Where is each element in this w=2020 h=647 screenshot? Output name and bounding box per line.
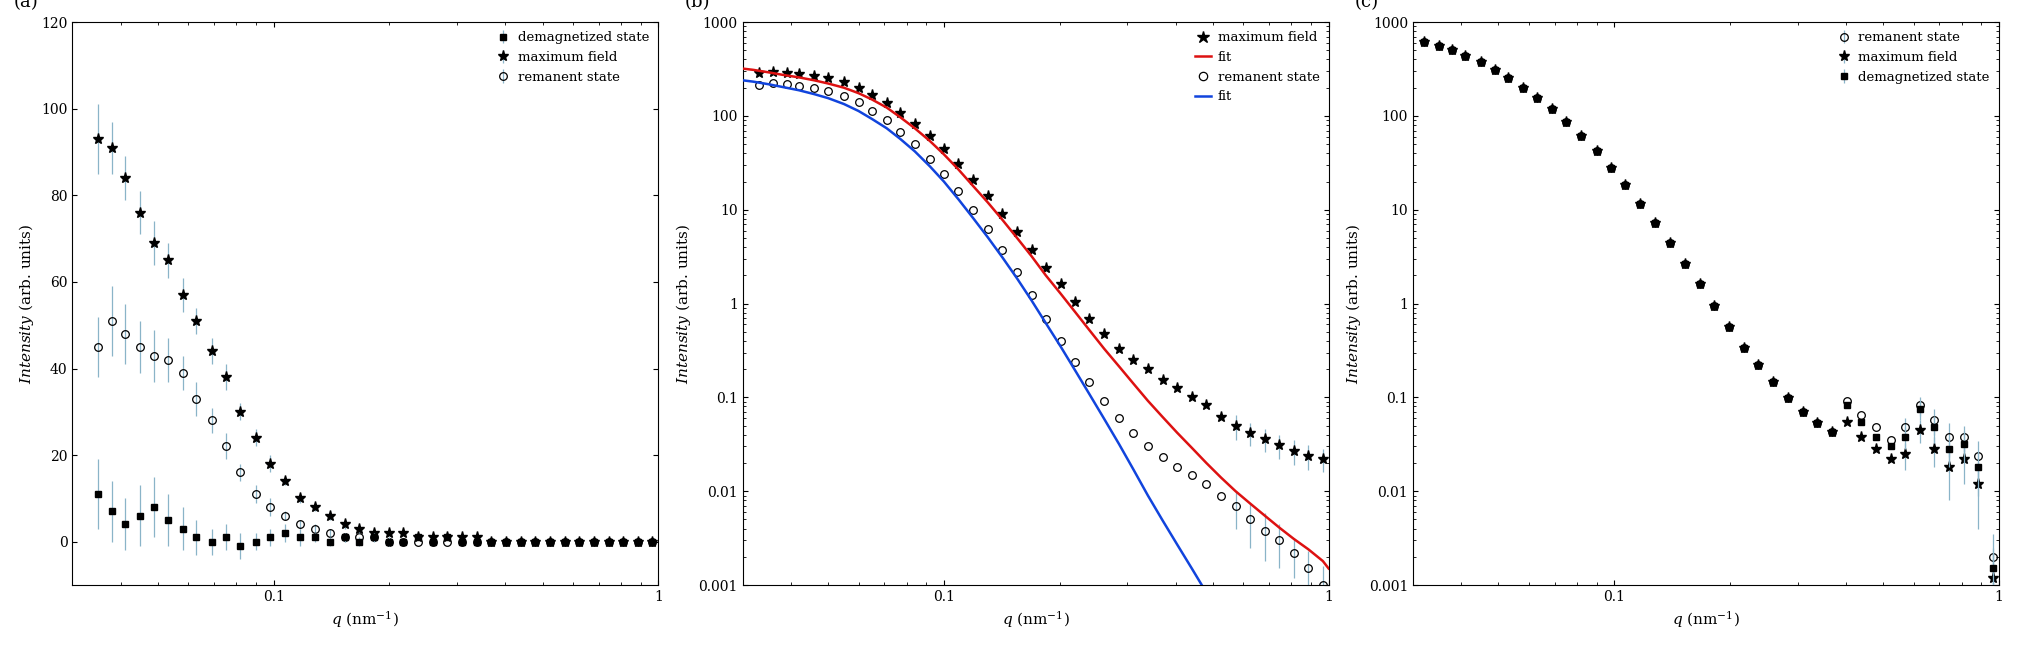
Text: (c): (c) bbox=[1353, 0, 1378, 11]
Text: (a): (a) bbox=[14, 0, 38, 11]
Text: (b): (b) bbox=[685, 0, 709, 11]
Legend: maximum field, fit, remanent state, fit: maximum field, fit, remanent state, fit bbox=[1192, 28, 1321, 106]
X-axis label: $\it{q}$ (nm$^{-1}$): $\it{q}$ (nm$^{-1}$) bbox=[1002, 609, 1071, 630]
Y-axis label: $\it{Intensity}$ (arb. units): $\it{Intensity}$ (arb. units) bbox=[16, 223, 36, 384]
Legend: remanent state, maximum field, demagnetized state: remanent state, maximum field, demagneti… bbox=[1834, 28, 1992, 86]
Y-axis label: $\it{Intensity}$ (arb. units): $\it{Intensity}$ (arb. units) bbox=[675, 223, 693, 384]
X-axis label: $\it{q}$ (nm$^{-1}$): $\it{q}$ (nm$^{-1}$) bbox=[331, 609, 400, 630]
X-axis label: $\it{q}$ (nm$^{-1}$): $\it{q}$ (nm$^{-1}$) bbox=[1673, 609, 1739, 630]
Y-axis label: $\it{Intensity}$ (arb. units): $\it{Intensity}$ (arb. units) bbox=[1343, 223, 1364, 384]
Legend: demagnetized state, maximum field, remanent state: demagnetized state, maximum field, reman… bbox=[493, 28, 652, 86]
